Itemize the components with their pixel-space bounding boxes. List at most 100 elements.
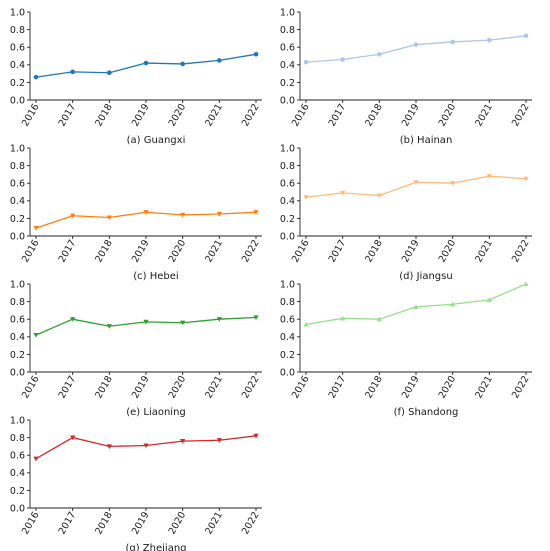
x-tick-label: 2020 xyxy=(167,238,189,264)
y-tick-label: 0.6 xyxy=(280,179,295,190)
data-point xyxy=(216,317,222,322)
x-tick-label: 2018 xyxy=(93,510,115,536)
x-tick-label: 2017 xyxy=(327,102,349,128)
y-tick-label: 0.2 xyxy=(280,78,295,89)
panel-caption: (e) Liaoning xyxy=(126,407,186,418)
x-tick-label: 2022 xyxy=(510,374,532,400)
panel-caption: (b) Hainan xyxy=(400,135,453,146)
y-tick-label: 0.2 xyxy=(10,214,25,225)
data-point xyxy=(143,60,149,66)
x-tick-label: 2018 xyxy=(93,102,115,128)
y-tick-label: 0.6 xyxy=(10,43,25,54)
x-tick-label: 2022 xyxy=(240,510,262,536)
data-point xyxy=(303,59,309,65)
data-point xyxy=(487,37,492,43)
data-point xyxy=(413,304,419,309)
x-tick-label: 2019 xyxy=(400,374,422,400)
y-tick-label: 0.8 xyxy=(10,433,25,444)
data-point xyxy=(33,456,39,462)
x-tick-label: 2018 xyxy=(93,374,115,400)
x-tick-label: 2019 xyxy=(130,374,152,400)
x-tick-label: 2021 xyxy=(473,374,495,400)
data-point xyxy=(33,74,39,80)
data-point xyxy=(340,57,345,62)
x-tick-label: 2020 xyxy=(167,510,189,536)
data-point xyxy=(450,301,456,307)
data-point xyxy=(377,51,382,57)
x-tick-label: 2017 xyxy=(57,510,79,536)
x-tick-label: 2022 xyxy=(510,238,532,264)
y-tick-label: 0.4 xyxy=(10,60,25,71)
y-tick-label: 0.0 xyxy=(280,367,295,378)
x-tick-label: 2022 xyxy=(240,238,262,264)
data-point xyxy=(450,181,456,186)
x-tick-label: 2020 xyxy=(437,238,459,264)
y-tick-label: 0.4 xyxy=(10,468,25,479)
x-tick-label: 2017 xyxy=(327,238,349,264)
data-point xyxy=(376,193,382,199)
data-point xyxy=(253,315,259,321)
y-tick-label: 0.0 xyxy=(10,367,25,378)
y-tick-label: 0.2 xyxy=(280,350,295,361)
y-tick-label: 0.0 xyxy=(280,95,295,106)
y-tick-label: 0.4 xyxy=(280,332,295,343)
y-tick-label: 0.8 xyxy=(280,297,295,308)
y-tick-label: 1.0 xyxy=(10,143,25,154)
y-tick-label: 0.8 xyxy=(280,161,295,172)
y-tick-label: 0.2 xyxy=(10,486,25,497)
series-line xyxy=(35,53,257,78)
data-point xyxy=(106,444,112,449)
data-point xyxy=(523,33,529,39)
data-point xyxy=(143,319,149,325)
y-tick-label: 0.6 xyxy=(10,179,25,190)
x-tick-label: 2017 xyxy=(57,238,79,264)
data-point xyxy=(486,174,492,179)
data-point xyxy=(486,297,492,302)
data-point xyxy=(523,281,529,287)
y-tick-label: 0.6 xyxy=(10,451,25,462)
x-tick-label: 2019 xyxy=(400,238,422,264)
series-line xyxy=(305,35,527,63)
panel-caption: (f) Shandong xyxy=(394,407,459,418)
data-point xyxy=(180,212,186,218)
y-tick-label: 0.0 xyxy=(280,231,295,242)
y-tick-label: 0.2 xyxy=(10,350,25,361)
y-tick-label: 1.0 xyxy=(280,143,295,154)
panel-caption: (d) Jiangsu xyxy=(399,271,452,282)
x-tick-label: 2020 xyxy=(167,102,189,128)
x-tick-label: 2021 xyxy=(473,238,495,264)
data-point xyxy=(303,321,309,327)
y-tick-label: 0.6 xyxy=(10,315,25,326)
y-tick-label: 0.4 xyxy=(280,196,295,207)
data-point xyxy=(180,439,186,444)
x-tick-label: 2020 xyxy=(437,102,459,128)
x-tick-label: 2022 xyxy=(240,102,262,128)
data-point xyxy=(413,180,419,185)
data-point xyxy=(33,332,39,338)
y-tick-label: 1.0 xyxy=(10,279,25,290)
data-point xyxy=(253,433,259,439)
panel-caption: (a) Guangxi xyxy=(127,135,186,146)
data-point xyxy=(523,176,529,182)
x-tick-label: 2019 xyxy=(130,510,152,536)
data-point xyxy=(70,213,76,219)
x-tick-label: 2017 xyxy=(327,374,349,400)
x-tick-label: 2017 xyxy=(57,374,79,400)
data-point xyxy=(216,438,222,443)
y-tick-label: 0.4 xyxy=(10,196,25,207)
x-tick-label: 2022 xyxy=(510,102,532,128)
data-point xyxy=(253,210,259,215)
data-point xyxy=(303,195,309,200)
y-tick-label: 0.8 xyxy=(10,297,25,308)
data-point xyxy=(216,211,222,217)
data-point xyxy=(70,69,75,75)
data-point xyxy=(70,435,76,441)
y-tick-label: 1.0 xyxy=(10,7,25,18)
